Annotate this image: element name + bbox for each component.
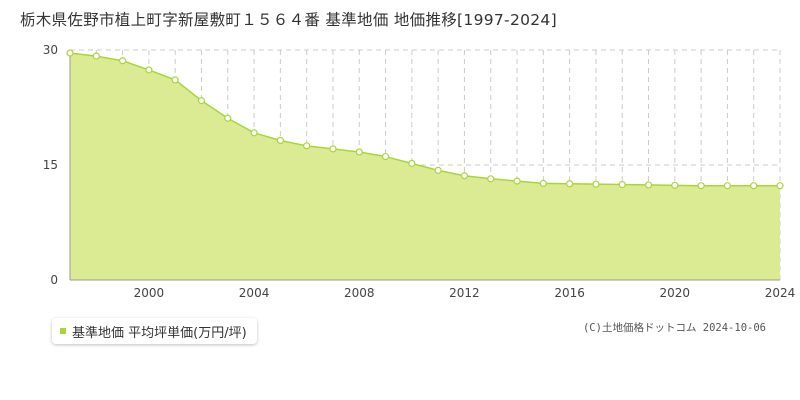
data-point xyxy=(566,180,574,188)
y-tick-label: 30 xyxy=(43,43,58,57)
x-tick-label: 2016 xyxy=(554,286,585,300)
data-point xyxy=(118,57,127,65)
data-point xyxy=(618,180,626,189)
data-point xyxy=(303,142,311,150)
data-point xyxy=(750,182,758,190)
data-point xyxy=(513,177,521,185)
x-tick-label: 2020 xyxy=(660,286,691,300)
x-tick-label: 2004 xyxy=(239,286,270,300)
y-tick-label: 0 xyxy=(50,273,58,287)
x-tick-label: 2000 xyxy=(134,286,165,300)
marker-layer xyxy=(66,49,784,190)
data-point xyxy=(723,182,732,190)
x-tick-label: 2008 xyxy=(344,286,375,300)
data-point xyxy=(276,136,284,145)
data-point xyxy=(487,175,495,183)
data-point xyxy=(408,159,416,168)
chart-title: 栃木県佐野市植上町字新屋敷町１５６４番 基準地価 地価推移[1997-2024] xyxy=(20,11,557,29)
data-point xyxy=(776,182,784,190)
data-point xyxy=(697,182,705,190)
series-area xyxy=(70,53,780,280)
data-point xyxy=(355,148,363,156)
data-point xyxy=(92,52,100,60)
data-point xyxy=(671,181,679,189)
data-point xyxy=(66,49,74,57)
data-point xyxy=(250,129,258,137)
data-point xyxy=(224,114,232,122)
x-tick-label: 2024 xyxy=(765,286,796,300)
data-point xyxy=(197,96,206,105)
data-point xyxy=(329,145,337,153)
data-point xyxy=(145,66,153,74)
y-tick-label: 15 xyxy=(43,158,58,172)
legend-swatch xyxy=(60,328,66,334)
axis-layer xyxy=(69,50,780,281)
data-point xyxy=(381,152,390,161)
data-point xyxy=(171,76,179,84)
data-point xyxy=(644,181,653,189)
data-point xyxy=(434,166,442,174)
area-layer xyxy=(69,52,780,280)
x-tick-label: 2012 xyxy=(449,286,480,300)
data-point xyxy=(592,180,600,188)
legend: 基準地価 平均坪単価(万円/坪) xyxy=(52,318,257,344)
series-line xyxy=(69,52,780,187)
copyright-notice: (C)土地価格ドットコム 2024-10-06 xyxy=(582,322,766,334)
tick-layer: 0 15 30 2000 2004 2008 2012 2016 2020 2024 xyxy=(43,43,796,300)
data-point xyxy=(539,179,547,187)
legend-label: 基準地価 平均坪単価(万円/坪) xyxy=(72,325,247,341)
data-point xyxy=(460,172,469,180)
